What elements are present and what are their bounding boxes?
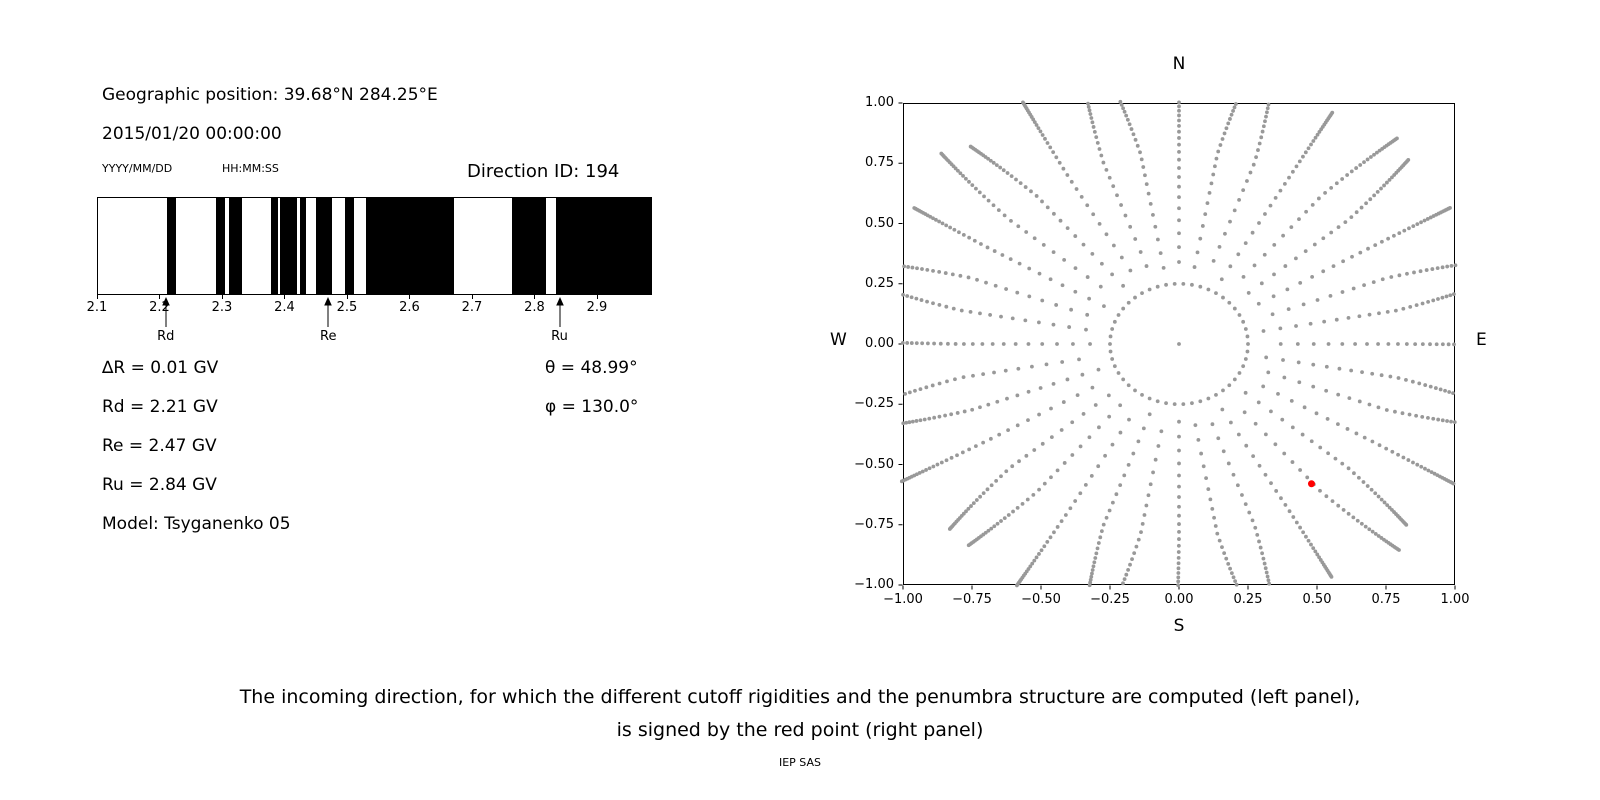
y-tick-label: 0.00 <box>865 336 894 351</box>
compass-north-label: N <box>1172 54 1186 74</box>
y-tick-label: −0.25 <box>854 396 894 412</box>
penumbra-forbidden-band <box>166 198 177 294</box>
penumbra-forbidden-band <box>511 198 547 294</box>
barcode-x-tick-label: 2.4 <box>274 300 295 315</box>
y-tick-label: −0.50 <box>854 456 894 472</box>
rigidity-marker-label: Rd <box>157 329 175 344</box>
y-tick-label: 0.75 <box>865 155 894 171</box>
figure-caption-line2: is signed by the red point (right panel) <box>616 719 984 741</box>
barcode-x-tick-mark <box>96 295 98 299</box>
red-direction-point <box>1307 480 1315 488</box>
compass-west-label: W <box>830 330 847 350</box>
compass-east-label: E <box>1476 330 1487 350</box>
penumbra-forbidden-band <box>315 198 332 294</box>
barcode-x-tick-label: 2.8 <box>524 300 545 315</box>
barcode-x-tick-mark <box>284 295 285 299</box>
barcode-x-tick-label: 2.5 <box>336 300 358 315</box>
penumbra-forbidden-band <box>365 198 455 294</box>
geo-position-label: Geographic position: 39.68°N 284.25°E <box>102 85 438 105</box>
y-tick-label: 1.00 <box>865 95 894 110</box>
penumbra-forbidden-band <box>228 198 242 294</box>
barcode-x-tick-mark <box>221 295 223 299</box>
rigidity-marker-label: Ru <box>551 329 568 344</box>
penumbra-forbidden-band <box>270 198 278 294</box>
barcode-x-tick-label: 2.6 <box>399 300 420 315</box>
footer-credit: IEP SAS <box>778 756 822 769</box>
direction-map-plot <box>898 99 1458 590</box>
y-tick-label: 0.50 <box>865 215 894 231</box>
direction-id-label: Direction ID: 194 <box>467 161 620 182</box>
re-value: Re = 2.47 GV <box>102 436 217 456</box>
x-tick-label: 0.75 <box>1371 592 1401 607</box>
barcode-x-tick-mark <box>346 295 348 299</box>
delta-r-value: ∆R = 0.01 GV <box>102 358 219 378</box>
rigidity-marker-arrow <box>322 297 334 327</box>
barcode-x-tick-label: 2.9 <box>586 300 608 315</box>
barcode-x-tick-mark <box>471 295 473 299</box>
barcode-x-tick-mark <box>534 295 535 299</box>
compass-south-label: S <box>1173 616 1185 636</box>
x-tick-label: −0.50 <box>1021 592 1061 607</box>
y-tick-label: 0.25 <box>865 275 894 291</box>
x-tick-label: 0.25 <box>1233 592 1263 607</box>
date-format-label: YYYY/MM/DD <box>102 162 173 175</box>
x-tick-label: 1.00 <box>1440 592 1470 607</box>
penumbra-forbidden-band <box>215 198 226 294</box>
rigidity-marker-arrow <box>160 297 172 327</box>
phi-value: φ = 130.0° <box>545 397 639 417</box>
x-tick-label: 0.00 <box>1164 592 1194 607</box>
barcode-x-tick-label: 2.1 <box>86 300 108 315</box>
y-tick-label: −1.00 <box>854 577 894 592</box>
rd-value: Rd = 2.21 GV <box>102 397 218 417</box>
y-tick-label: −0.75 <box>854 516 894 532</box>
penumbra-forbidden-band <box>345 198 354 294</box>
barcode-x-tick-label: 2.3 <box>211 300 233 315</box>
penumbra-forbidden-band <box>299 198 306 294</box>
up-arrow-icon <box>324 297 333 327</box>
up-arrow-icon <box>161 297 170 327</box>
x-tick-label: −1.00 <box>883 592 923 607</box>
model-label: Model: Tsyganenko 05 <box>102 514 291 534</box>
x-tick-label: 0.50 <box>1302 592 1332 607</box>
penumbra-forbidden-band <box>555 198 651 294</box>
barcode-x-tick-mark <box>159 295 160 299</box>
up-arrow-icon <box>555 297 564 327</box>
rigidity-marker-arrow <box>554 297 566 327</box>
datetime-label: 2015/01/20 00:00:00 <box>102 124 282 144</box>
ru-value: Ru = 2.84 GV <box>102 475 217 495</box>
x-tick-label: −0.75 <box>952 592 992 607</box>
figure-caption-line1: The incoming direction, for which the di… <box>239 686 1361 708</box>
penumbra-forbidden-band <box>280 198 297 294</box>
barcode-x-tick-mark <box>596 295 598 299</box>
time-format-label: HH:MM:SS <box>222 162 279 175</box>
direction-map-svg <box>898 99 1458 590</box>
x-tick-label: −0.25 <box>1090 592 1130 607</box>
penumbra-spectrum-plot <box>97 197 652 295</box>
rigidity-marker-label: Re <box>320 329 337 344</box>
barcode-x-tick-label: 2.7 <box>461 300 483 315</box>
barcode-x-tick-mark <box>409 295 410 299</box>
theta-value: θ = 48.99° <box>545 358 638 378</box>
asymptotic-direction-dots <box>899 99 1458 588</box>
